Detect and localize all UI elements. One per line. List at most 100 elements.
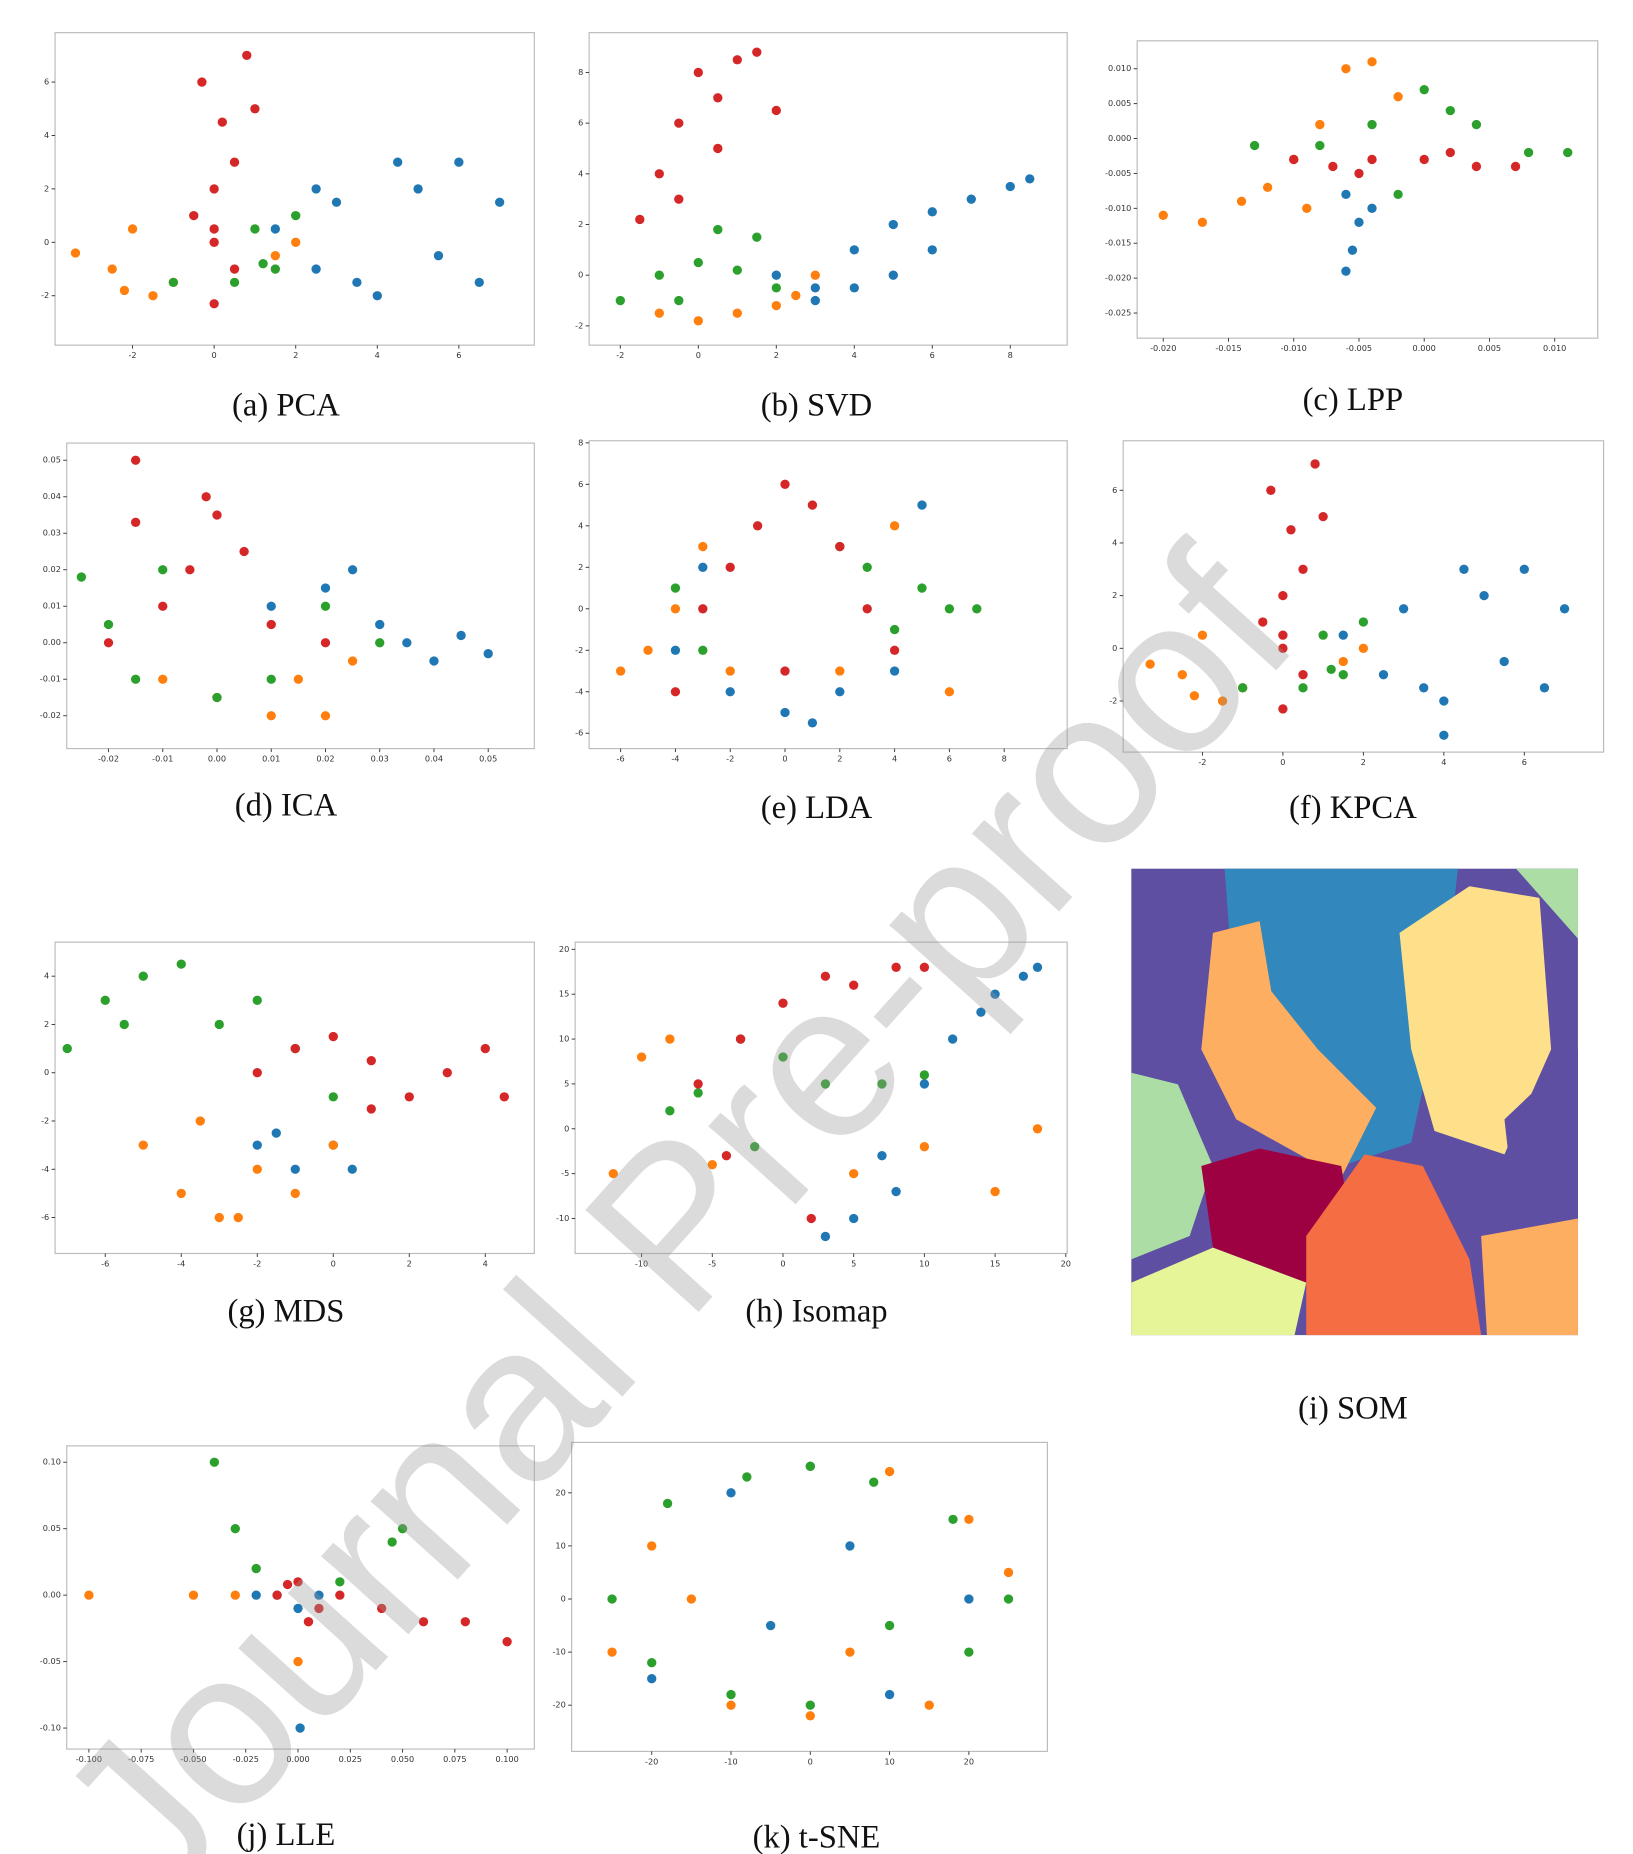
point — [964, 1514, 974, 1525]
point — [835, 687, 845, 697]
y-tick-label: 2 — [1112, 590, 1117, 600]
x-tick-label: 10 — [919, 1258, 929, 1268]
x-tick-label: 0.00 — [208, 754, 226, 764]
x-tick-label: 0 — [1280, 757, 1285, 767]
point — [229, 264, 240, 274]
point — [889, 521, 900, 531]
point — [693, 1079, 703, 1089]
y-tick-label: 0 — [1112, 643, 1117, 653]
point — [209, 224, 219, 234]
point — [1563, 147, 1573, 158]
point — [1471, 161, 1482, 172]
x-tick-label: 0.000 — [286, 1754, 309, 1764]
point — [636, 1052, 647, 1062]
point — [607, 1647, 617, 1657]
point — [433, 251, 444, 261]
point — [919, 962, 930, 972]
point — [252, 1164, 262, 1174]
point — [805, 1461, 815, 1471]
point — [1358, 643, 1369, 653]
point — [1393, 91, 1403, 102]
point — [103, 638, 114, 648]
point — [849, 245, 859, 255]
point — [654, 308, 664, 318]
caption: (j) LLE — [237, 1817, 336, 1853]
point — [201, 492, 211, 502]
point — [635, 214, 645, 225]
x-tick-label: 8 — [1002, 754, 1007, 764]
point — [168, 277, 179, 288]
plot-frame — [54, 941, 535, 1255]
point — [1278, 630, 1288, 640]
point — [107, 264, 117, 274]
point — [1262, 182, 1273, 193]
point — [1393, 189, 1403, 200]
point — [1419, 683, 1429, 693]
point — [884, 1620, 895, 1631]
point — [778, 998, 788, 1008]
point — [889, 645, 900, 655]
point — [1559, 604, 1570, 614]
point — [919, 1142, 930, 1152]
x-tick-label: 0 — [808, 1756, 813, 1766]
y-tick-label: 4 — [578, 520, 583, 530]
point — [944, 604, 955, 614]
point — [138, 971, 148, 981]
x-tick-label: -10 — [724, 1756, 737, 1766]
point — [195, 1116, 205, 1126]
point — [499, 1092, 509, 1102]
point — [845, 1647, 855, 1657]
point — [752, 47, 762, 57]
x-tick-label: 0.050 — [391, 1754, 414, 1764]
point — [674, 295, 684, 306]
point — [698, 541, 708, 552]
point — [862, 562, 872, 572]
x-tick-label: 0.005 — [1478, 343, 1501, 353]
y-tick-label: 4 — [44, 130, 49, 140]
point — [1419, 85, 1429, 95]
point — [119, 285, 130, 296]
point — [212, 510, 222, 520]
x-tick-label: 20 — [964, 1756, 974, 1766]
point — [750, 1142, 760, 1152]
point — [480, 1043, 490, 1054]
point — [266, 601, 276, 611]
y-tick-label: 0.05 — [43, 455, 61, 465]
point — [293, 674, 304, 684]
point — [189, 210, 199, 221]
point — [927, 245, 937, 255]
som-map — [1131, 868, 1578, 1336]
y-tick-label: 4 — [578, 168, 583, 178]
point — [328, 1140, 338, 1150]
point — [1177, 669, 1187, 680]
point — [1539, 683, 1550, 693]
point — [732, 55, 742, 65]
plot-frame — [574, 941, 1068, 1255]
point — [1439, 696, 1449, 706]
point — [127, 224, 138, 234]
y-tick-label: 0.000 — [1108, 133, 1131, 143]
point — [266, 711, 276, 721]
point — [483, 649, 493, 659]
point — [1445, 105, 1455, 116]
point — [413, 184, 423, 194]
point — [771, 283, 781, 293]
point — [1398, 604, 1409, 614]
point — [335, 1577, 345, 1587]
x-tick-label: 2 — [293, 350, 298, 360]
point — [607, 1594, 617, 1604]
x-tick-label: 8 — [1008, 350, 1013, 360]
y-tick-label: 2 — [44, 183, 49, 193]
point — [810, 295, 820, 306]
x-tick-label: 20 — [1061, 1258, 1071, 1268]
point — [282, 1579, 293, 1590]
point — [1523, 147, 1534, 158]
point — [1318, 511, 1328, 522]
point — [693, 257, 703, 268]
x-tick-label: 0.01 — [262, 754, 280, 764]
y-tick-label: -2 — [575, 645, 583, 655]
point — [807, 500, 818, 510]
point — [290, 1043, 300, 1054]
point — [1499, 656, 1509, 667]
point — [250, 104, 260, 114]
